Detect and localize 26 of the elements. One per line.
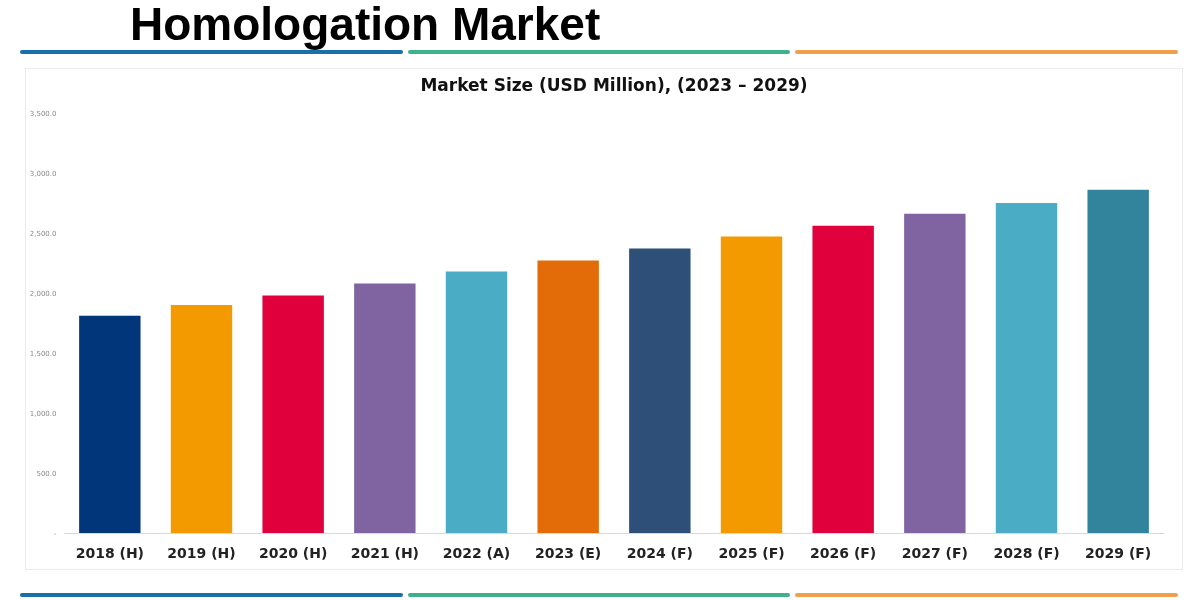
bar bbox=[812, 225, 874, 533]
bar bbox=[354, 283, 416, 533]
x-tick-label: 2019 (H) bbox=[167, 544, 236, 561]
bar bbox=[79, 315, 141, 533]
bar bbox=[629, 248, 691, 533]
chart-subtitle: Market Size (USD Million), (2023 – 2029) bbox=[420, 75, 808, 95]
x-tick-label: 2020 (H) bbox=[258, 544, 328, 561]
bar bbox=[445, 271, 508, 533]
bar bbox=[170, 305, 233, 533]
x-tick-label: 2027 (F) bbox=[901, 544, 968, 561]
bar bbox=[995, 203, 1058, 533]
x-tick-label: 2026 (F) bbox=[810, 544, 877, 561]
x-tick-label: 2018 (H) bbox=[75, 544, 145, 561]
x-tick-label: 2023 (E) bbox=[535, 544, 602, 561]
bar bbox=[720, 236, 783, 533]
bar bbox=[537, 260, 599, 533]
x-tick-label: 2024 (F) bbox=[626, 544, 693, 561]
x-tick-label: 2025 (F) bbox=[718, 544, 785, 561]
bar bbox=[262, 295, 324, 533]
x-tick-label: 2028 (F) bbox=[993, 544, 1060, 561]
bar bbox=[904, 213, 966, 533]
x-tick-label: 2022 (A) bbox=[442, 544, 511, 561]
bar bbox=[1087, 189, 1149, 533]
x-tick-label: 2021 (H) bbox=[350, 544, 420, 561]
x-tick-label: 2029 (F) bbox=[1085, 544, 1152, 561]
chart-title: Homologation Market bbox=[130, 0, 601, 50]
